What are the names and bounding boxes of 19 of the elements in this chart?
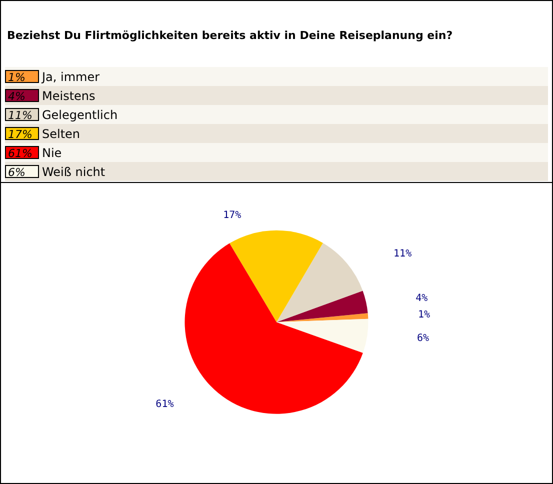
chart-title: Beziehst Du Flirtmöglichkeiten bereits aktiv in Deine Reiseplanung ein? xyxy=(6,28,454,42)
legend-label: Gelegentlich xyxy=(42,108,118,122)
text: 17% xyxy=(8,128,32,141)
legend-label: Meistens xyxy=(42,88,96,102)
legend-label: Nie xyxy=(42,146,62,160)
text: 1% xyxy=(418,310,430,321)
data-label: 6% xyxy=(5,165,39,179)
data-label: 1% xyxy=(5,70,39,84)
data-label: 61% xyxy=(156,399,174,410)
legend-label: Selten xyxy=(42,126,80,140)
data-label: 4% xyxy=(5,89,39,103)
text: 11% xyxy=(394,248,412,260)
data-label: 11% xyxy=(5,108,39,122)
legend-label: Weiß nicht xyxy=(42,164,106,178)
text: 6% xyxy=(417,332,430,344)
text: 4% xyxy=(416,292,428,304)
legend-label: Ja, immer xyxy=(42,70,100,84)
text: 61% xyxy=(8,147,32,160)
data-label: 17% xyxy=(223,210,242,221)
